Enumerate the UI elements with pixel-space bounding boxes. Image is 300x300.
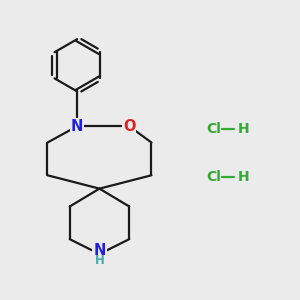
Text: Cl: Cl	[206, 170, 221, 184]
Text: N: N	[93, 243, 106, 258]
Text: Cl: Cl	[206, 122, 221, 136]
Text: H: H	[238, 170, 249, 184]
Text: O: O	[123, 119, 135, 134]
Text: H: H	[94, 254, 104, 267]
Text: H: H	[238, 122, 249, 136]
Text: N: N	[71, 119, 83, 134]
